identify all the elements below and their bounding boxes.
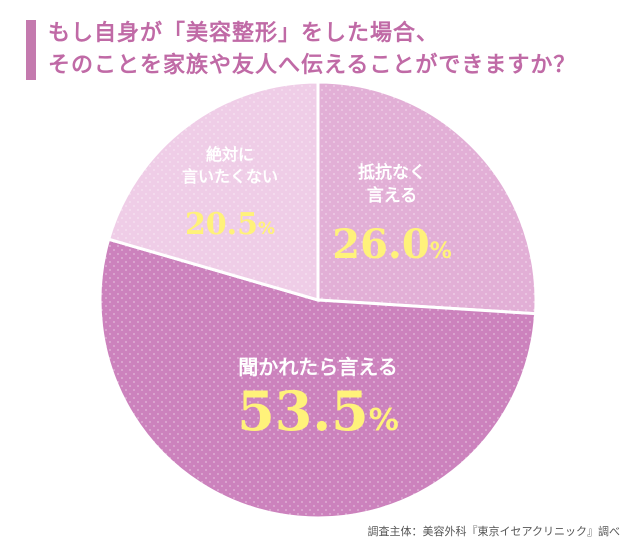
slice-value: 26.0% bbox=[332, 221, 451, 268]
pie-slice-texture bbox=[108, 82, 318, 300]
pie-slice-texture bbox=[318, 82, 536, 314]
slice-label: 聞かれたら言える bbox=[238, 355, 397, 379]
slice-label: 抵抗なく言える bbox=[358, 162, 426, 206]
title-line-1: もし自身が「美容整形」をした場合、 bbox=[48, 21, 440, 46]
slice-value: 53.5% bbox=[237, 379, 399, 443]
slice-label: 絶対に言いたくない bbox=[182, 145, 278, 186]
pie-slice-texture bbox=[99, 239, 536, 518]
title-line-2: そのことを家族や友人へ伝えることができますか？ bbox=[48, 53, 577, 78]
slice-value: 20.5% bbox=[185, 207, 275, 242]
source-note: 調査主体：美容外科『東京イセアクリニック』調べ bbox=[367, 525, 620, 538]
chart-title: もし自身が「美容整形」をした場合、 そのことを家族や友人へ伝えることができますか… bbox=[48, 18, 576, 82]
title-accent-bar bbox=[26, 20, 36, 80]
